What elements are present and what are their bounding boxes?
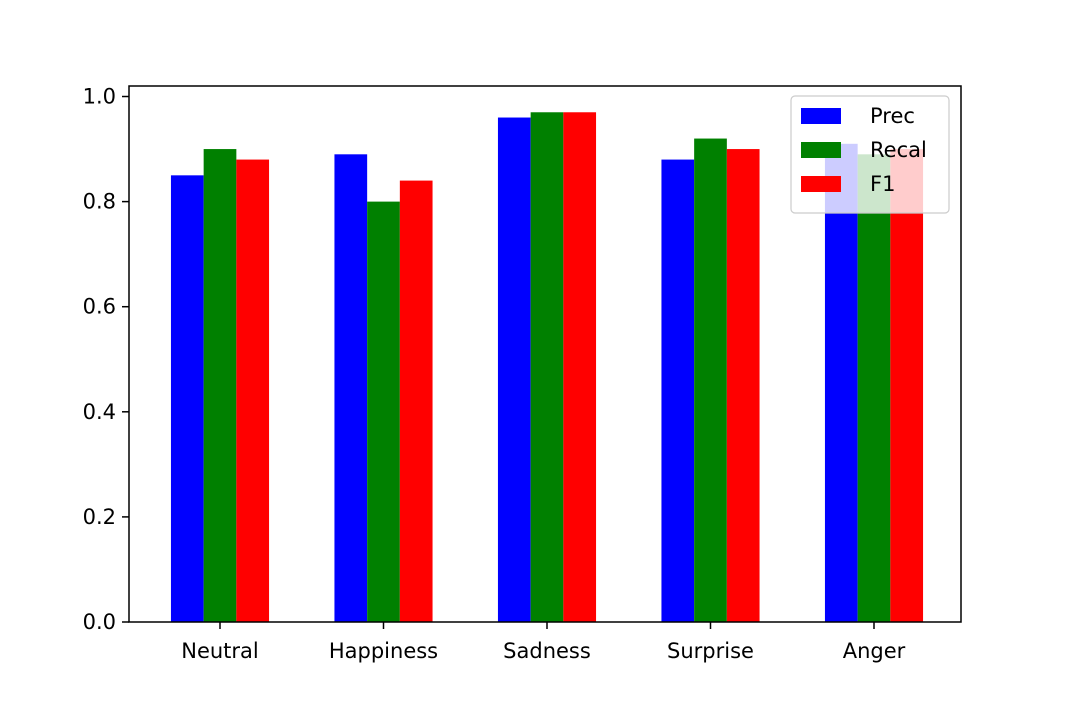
bar-prec-happiness [334, 154, 368, 622]
y-axis: 0.0 0.2 0.4 0.6 0.8 1.0 [83, 85, 129, 634]
bar-prec-surprise [661, 159, 695, 622]
x-tick-label: Sadness [503, 639, 591, 663]
bar-recal-anger [857, 154, 891, 622]
y-tick-label: 0.0 [83, 610, 116, 634]
bar-recal-happiness [367, 201, 400, 623]
y-tick-label: 0.4 [83, 400, 116, 424]
legend-swatch-f1 [801, 176, 841, 192]
x-tick-label: Anger [843, 639, 906, 663]
bars-layer [170, 112, 924, 623]
x-tick-label: Surprise [667, 639, 754, 663]
y-tick-label: 1.0 [83, 85, 116, 109]
bar-prec-sadness [497, 117, 531, 622]
legend-swatch-prec [801, 108, 841, 124]
bar-prec-anger [824, 143, 858, 623]
bar-recal-surprise [694, 138, 727, 623]
bar-f1-neutral [236, 159, 270, 622]
bar-f1-happiness [399, 180, 433, 622]
bar-f1-surprise [726, 149, 760, 622]
bar-recal-neutral [203, 149, 237, 622]
legend-swatch-recal [801, 142, 841, 158]
x-tick-label: Happiness [329, 639, 438, 663]
y-tick-label: 0.2 [83, 505, 116, 529]
y-tick-label: 0.8 [83, 190, 116, 214]
y-tick-label: 0.6 [83, 295, 116, 319]
legend-label-prec: Prec [870, 104, 915, 128]
legend-label-recal: Recal [870, 138, 927, 162]
legend-label-f1: F1 [870, 172, 895, 196]
x-tick-label: Neutral [181, 639, 259, 663]
bar-f1-anger [890, 149, 924, 622]
bar-recal-sadness [530, 112, 564, 623]
bar-prec-neutral [170, 175, 204, 622]
legend: Prec Recal F1 [790, 95, 950, 214]
plot-frame [128, 85, 962, 623]
x-axis: Neutral Happiness Sadness Surprise Anger [181, 622, 906, 663]
bar-f1-sadness [563, 112, 597, 623]
